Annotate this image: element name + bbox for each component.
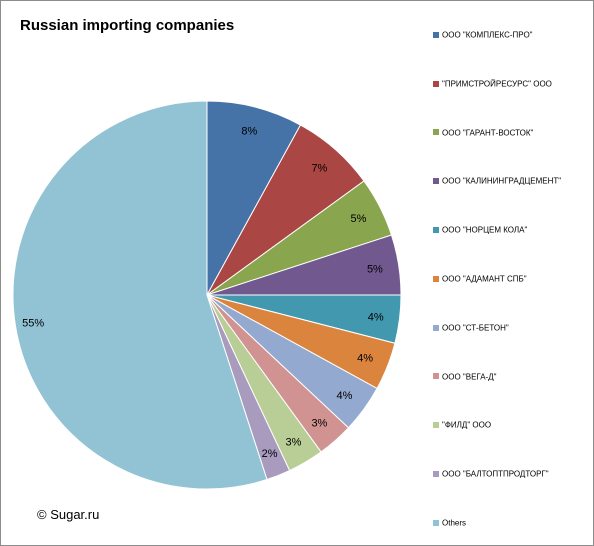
legend-swatch (433, 227, 439, 234)
pie-labels: 8% 7% 5% 5% 4% 4% 4% 3% 3% 2% 55% (22, 125, 384, 460)
legend-item-3: ООО "ГАРАНТ-ВОСТОК" (433, 128, 533, 140)
slice-label-4: 5% (367, 263, 383, 275)
legend-swatch (433, 373, 439, 380)
legend-swatch (433, 519, 439, 526)
legend-label: ООО "НОРЦЕМ КОЛА" (442, 225, 528, 235)
legend-label: ООО "ВЕГА-Д" (442, 371, 497, 381)
legend-label: ООО "БАЛТОПТПРОДТОРГ" (442, 469, 549, 479)
legend-item-8: ООО "ВЕГА-Д" (433, 372, 496, 384)
chart-title: Russian importing companies (20, 17, 235, 34)
legend-label: Others (442, 518, 467, 528)
slice-label-8: 3% (311, 418, 327, 430)
slice-label-10: 2% (262, 448, 278, 460)
slice-label-3: 5% (351, 213, 367, 225)
slice-label-2: 7% (311, 163, 327, 175)
pie-slice-11 (12, 100, 268, 490)
legend-swatch (433, 324, 439, 331)
slice-label-6: 4% (357, 353, 373, 365)
slice-label-9: 3% (286, 436, 302, 448)
legend-item-1: ООО "КОМПЛЕКС-ПРО" (433, 30, 533, 42)
legend-swatch (433, 471, 439, 478)
legend-item-9: "ФИЛД" ООО (433, 420, 491, 432)
pie-slices (12, 100, 402, 490)
legend-swatch (433, 129, 439, 136)
legend-swatch (433, 80, 439, 87)
legend-label: ООО "ГАРАНТ-ВОСТОК" (442, 127, 534, 137)
legend-label: ООО "КАЛИНИНГРАДЦЕМЕНТ" (442, 176, 562, 186)
legend-label: "ПРИМСТРОЙРЕСУРС" ООО (442, 79, 552, 89)
pie-slice-1 (206, 100, 302, 296)
legend-item-10: ООО "БАЛТОПТПРОДТОРГ" (433, 469, 549, 481)
slice-label-5: 4% (368, 311, 384, 323)
legend-item-6: ООО "АДАМАНТ СПБ" (433, 274, 527, 286)
slice-label-11: 55% (22, 318, 44, 330)
legend-item-11: Others (433, 518, 466, 530)
legend-swatch (433, 31, 439, 38)
legend-item-2: "ПРИМСТРОЙРЕСУРС" ООО (433, 79, 552, 91)
legend-swatch (433, 178, 439, 185)
legend-label: "ФИЛД" ООО (442, 420, 492, 430)
slice-label-7: 4% (337, 390, 353, 402)
legend-item-4: ООО "КАЛИНИНГРАДЦЕМЕНТ" (433, 176, 561, 188)
slice-label-1: 8% (241, 125, 257, 137)
legend-label: ООО "СТ-БЕТОН" (442, 323, 509, 333)
legend-swatch (433, 422, 439, 429)
legend-item-5: ООО "НОРЦЕМ КОЛА" (433, 225, 527, 237)
legend-item-7: ООО "СТ-БЕТОН" (433, 323, 509, 335)
legend-label: ООО "КОМПЛЕКС-ПРО" (442, 30, 533, 40)
legend-label: ООО "АДАМАНТ СПБ" (442, 274, 527, 284)
legend-swatch (433, 275, 439, 282)
copyright-text: © Sugar.ru (37, 507, 100, 522)
